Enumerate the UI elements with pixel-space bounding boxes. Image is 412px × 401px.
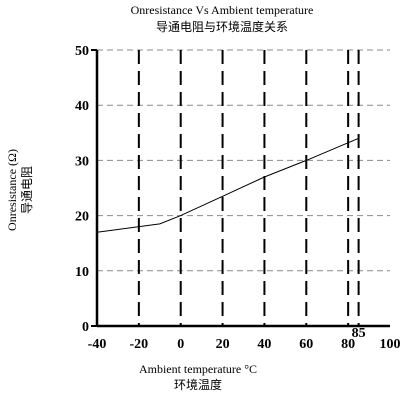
x-annotation-label: 85 [352, 326, 366, 341]
y-tick-label: 0 [82, 320, 89, 335]
x-axis-label-cn: 环境温度 [174, 377, 222, 392]
y-tick-label: 50 [75, 44, 89, 59]
x-tick-label: 40 [257, 337, 271, 352]
axes [91, 49, 390, 328]
y-axis-label-cn: 导通电阻 [20, 166, 34, 214]
x-tick-label: 100 [380, 337, 401, 352]
x-tick-label: -40 [88, 337, 107, 352]
series-line [96, 137, 359, 233]
x-tick-label: 0 [177, 337, 184, 352]
x-axis-label: Ambient temperature °C [139, 362, 257, 376]
y-tick-label: 20 [75, 210, 89, 225]
y-axis-title-group: Onresistance (Ω) 导通电阻 [5, 149, 34, 231]
grid [97, 49, 390, 326]
y-tick-label: 40 [75, 99, 89, 114]
chart-title: Onresistance Vs Ambient temperature [131, 3, 314, 17]
y-axis-label: Onresistance (Ω) [5, 149, 19, 231]
x-tick-label: 20 [216, 337, 230, 352]
x-tick-label: -20 [130, 337, 149, 352]
chart-subtitle: 导通电阻与环境温度关系 [156, 19, 288, 34]
y-tick-label: 10 [75, 265, 89, 280]
x-tick-label: 80 [341, 337, 355, 352]
tick-labels: 0 10 20 30 40 50 -40 -20 0 20 40 60 80 100 85 [75, 44, 401, 352]
y-tick-label: 30 [75, 154, 89, 169]
series [96, 137, 359, 233]
x-tick-label: 60 [299, 337, 313, 352]
